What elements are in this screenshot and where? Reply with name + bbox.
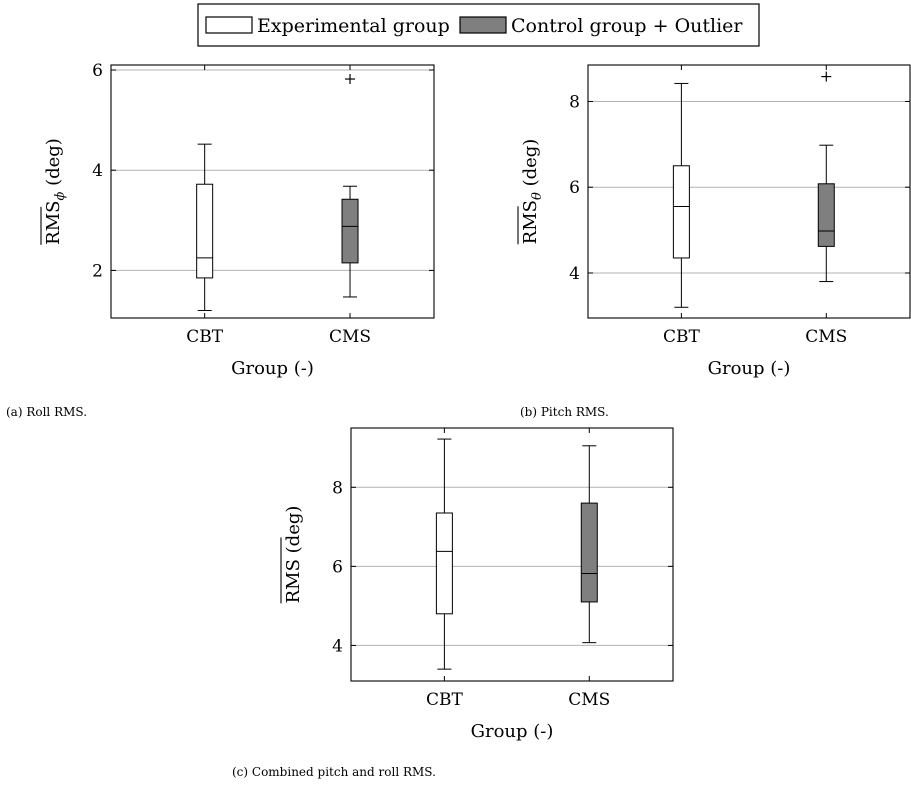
caption: (b) Pitch RMS. (520, 405, 609, 419)
y-axis-label-unit: (deg) (520, 139, 541, 192)
x-tick-labels: CBT CMS (426, 428, 610, 710)
y-axis-label-sub: θ (530, 192, 545, 200)
y-tick-label: 6 (569, 178, 580, 198)
y-tick-labels: 4 6 8 (332, 478, 343, 656)
x-tick-label: CMS (329, 327, 371, 347)
x-tick-label: CMS (805, 327, 847, 347)
y-axis-label-sub: ϕ (53, 192, 68, 201)
outlier-marker (345, 74, 356, 85)
legend-swatch-experimental (205, 16, 253, 34)
grid-lines (588, 100, 910, 274)
box-plot-cms (580, 445, 598, 644)
y-tick-label: 4 (92, 161, 103, 181)
box-marks (672, 71, 835, 308)
iqr-box (435, 512, 453, 615)
x-axis-label: Group (-) (708, 358, 791, 379)
caption: (c) Combined pitch and roll RMS. (232, 765, 436, 779)
y-axis-label-main: RMS (283, 559, 304, 603)
pitch-rms-panel: 4 6 8 CBT CMS Group (-) RMSθ (deg) (b) Pitc… (517, 64, 911, 419)
plot-frame (587, 64, 911, 319)
x-tick-labels: CBT CMS (663, 65, 847, 347)
outlier-marker (821, 71, 832, 82)
x-tick-label: CMS (568, 690, 610, 710)
plot-frame (350, 427, 674, 682)
box-plot-cbt (672, 82, 690, 308)
legend: Experimental group Control group + Outli… (197, 3, 760, 47)
grid-lines (111, 69, 434, 271)
caption: (a) Roll RMS. (6, 405, 87, 419)
y-axis-label-main: RMS (520, 200, 541, 244)
x-axis-label: Group (-) (471, 721, 554, 742)
y-tick-label: 6 (92, 61, 103, 81)
x-axis-label: Group (-) (231, 358, 314, 379)
x-tick-labels: CBT CMS (186, 65, 371, 347)
box-marks (196, 74, 359, 311)
x-tick-label: CBT (426, 690, 464, 710)
y-axis-label-main: RMS (43, 201, 64, 245)
y-axis-label-unit: (deg) (43, 138, 64, 191)
iqr-box (817, 183, 835, 247)
legend-label-control: Control group + Outlier (511, 15, 743, 37)
y-tick-label: 4 (569, 264, 580, 284)
grid-lines (351, 486, 673, 646)
y-axis-label: RMSϕ (deg) (43, 138, 68, 245)
x-tick-label: CBT (663, 327, 701, 347)
plot-frame (110, 64, 435, 319)
y-axis-label: RMSθ (deg) (520, 139, 545, 245)
y-tick-label: 6 (332, 557, 343, 577)
y-tick-labels: 4 6 8 (569, 92, 580, 284)
y-axis-label: RMS (deg) (283, 506, 304, 604)
legend-label-experimental: Experimental group (257, 15, 450, 37)
iqr-box (580, 502, 598, 603)
iqr-box (196, 183, 214, 279)
x-tick-label: CBT (186, 327, 224, 347)
box-plot-cbt (196, 143, 214, 311)
y-tick-label: 8 (332, 478, 343, 498)
roll-rms-panel: 2 4 6 CBT CMS Group (-) RMSϕ (deg) (a) Roll… (6, 61, 435, 419)
box-plot-cms (817, 71, 835, 283)
y-axis-label-unit: (deg) (283, 506, 304, 559)
box-plot-cms (341, 74, 359, 298)
combined-rms-panel: 4 6 8 CBT CMS Group (-) RMS (deg) (c) Combi… (232, 427, 674, 779)
iqr-box (341, 198, 359, 264)
y-tick-labels: 2 4 6 (92, 61, 103, 281)
y-tick-label: 8 (569, 92, 580, 112)
box-marks (435, 438, 598, 670)
y-tick-label: 2 (92, 261, 103, 281)
y-tick-label: 4 (332, 636, 343, 656)
iqr-box (672, 165, 690, 259)
box-plot-cbt (435, 438, 453, 670)
legend-swatch-control (459, 16, 507, 34)
